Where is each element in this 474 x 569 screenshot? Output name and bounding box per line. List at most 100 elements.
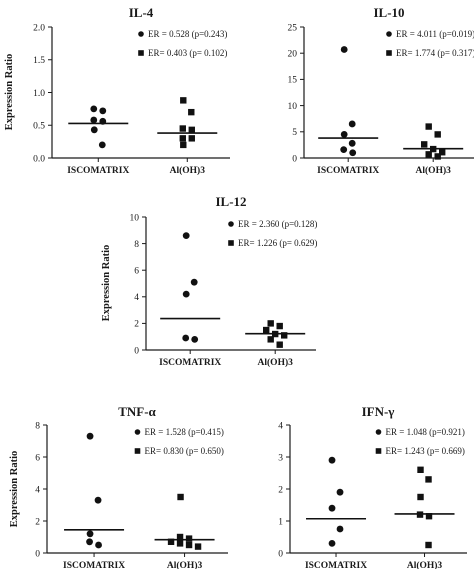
panel-4: IFN-γ 0 1 2 3 4 ISCOMATRIX Al(OH)3 ER = 1.048 (p… — [278, 404, 467, 569]
data-point-circle — [340, 146, 348, 154]
data-point-square — [179, 135, 186, 142]
data-point-square — [180, 97, 187, 104]
data-point-square — [267, 320, 274, 327]
y-tick-label: 25 — [288, 23, 298, 33]
data-point-circle — [328, 456, 336, 464]
data-point-square — [421, 141, 428, 148]
panel-3: TNF-α 0 2 4 6 8 ISCOMATRIX Al(OH)3 Expression Ra… — [9, 404, 228, 569]
x-category-label: ISCOMATRIX — [67, 166, 129, 176]
data-point-square — [439, 149, 446, 156]
data-point-circle — [349, 149, 357, 157]
data-point-circle — [86, 530, 94, 538]
y-axis-label: Expression Ratio — [101, 245, 112, 322]
data-point-circle — [94, 496, 102, 504]
legend-circle-marker — [228, 221, 234, 227]
data-point-square — [417, 493, 424, 501]
y-tick-label: 1.0 — [33, 89, 45, 99]
x-category-label: Al(OH)3 — [170, 165, 206, 176]
data-point-circle — [348, 139, 356, 147]
data-point-square — [276, 322, 283, 330]
y-tick-label: 1.5 — [33, 56, 45, 66]
legend-square-marker — [228, 240, 234, 246]
data-point-circle — [191, 335, 199, 343]
legend-circle-marker — [375, 429, 382, 435]
data-point-square — [425, 476, 432, 483]
data-point-circle — [86, 538, 93, 546]
y-tick-label: 8 — [35, 421, 40, 431]
data-point-circle — [190, 278, 198, 286]
data-point-square — [281, 332, 288, 339]
data-point-circle — [340, 46, 348, 53]
y-tick-label: 8 — [134, 240, 139, 250]
y-tick-label: 2 — [35, 517, 40, 527]
data-point-square — [167, 538, 175, 545]
y-tick-label: 0 — [292, 154, 297, 164]
data-point-circle — [90, 126, 98, 134]
legend-text: ER = 1.048 (p=0.921) — [386, 427, 465, 437]
data-point-square — [188, 135, 195, 142]
legend-square-marker — [375, 448, 382, 454]
y-tick-label: 5 — [292, 128, 297, 138]
y-axis-label: Expression Ratio — [4, 54, 15, 131]
legend-text: ER= 1.226 (p= 0.629) — [238, 238, 317, 248]
x-category-label: ISCOMATRIX — [159, 358, 221, 368]
data-point-square — [434, 131, 441, 138]
y-tick-label: 2.0 — [33, 23, 45, 33]
y-tick-label: 10 — [130, 213, 140, 223]
data-point-square — [180, 141, 187, 149]
data-point-circle — [90, 105, 98, 113]
data-point-square — [177, 493, 184, 501]
panel-0: IL-4 0.0 0.5 1.0 1.5 2.0 ISCOMATRIX Al(OH)3 Expr… — [4, 5, 230, 176]
x-category-label: Al(OH)3 — [167, 560, 203, 569]
data-point-square — [417, 466, 424, 473]
data-point-square — [267, 336, 274, 343]
y-tick-label: 0.5 — [33, 122, 45, 132]
data-point-square — [188, 108, 195, 116]
chart-title: TNF-α — [118, 404, 156, 419]
data-point-circle — [182, 334, 190, 342]
data-point-square — [194, 543, 202, 550]
legend-text: ER = 0.528 (p=0.243) — [148, 29, 227, 39]
legend-text: ER = 1.528 (p=0.415) — [145, 427, 224, 437]
data-point-circle — [182, 290, 190, 298]
y-tick-label: 0 — [278, 549, 283, 559]
data-point-square — [425, 123, 432, 130]
y-tick-label: 10 — [288, 102, 298, 112]
data-point-circle — [86, 432, 94, 440]
data-point-circle — [99, 117, 107, 125]
chart-title: IL-4 — [129, 5, 154, 20]
y-tick-label: 0 — [134, 346, 139, 356]
data-point-square — [179, 125, 186, 132]
data-point-circle — [328, 540, 336, 547]
y-tick-label: 4 — [35, 485, 40, 495]
y-tick-label: 20 — [288, 50, 298, 60]
y-axis-label: Expression Ratio — [9, 451, 20, 528]
panel-1: IL-10 0 5 10 15 20 25 ISCOMATRIX Al(OH)3 ER = 4.0… — [288, 5, 474, 176]
y-tick-label: 6 — [35, 453, 40, 463]
legend-text: ER= 1.774 (p= 0.317) — [396, 48, 474, 58]
data-point-circle — [95, 541, 102, 549]
legend-square-marker — [134, 448, 141, 454]
data-point-square — [425, 151, 432, 158]
legend-square-marker — [386, 50, 392, 56]
data-point-circle — [98, 141, 106, 149]
x-category-label: ISCOMATRIX — [305, 561, 367, 569]
chart-title: IFN-γ — [362, 404, 395, 419]
data-point-circle — [99, 107, 107, 115]
y-tick-label: 2 — [134, 320, 139, 330]
y-tick-label: 3 — [278, 453, 283, 463]
data-point-circle — [182, 232, 190, 240]
chart-title: IL-10 — [373, 5, 404, 20]
x-category-label: Al(OH)3 — [416, 165, 452, 176]
data-point-square — [176, 533, 184, 541]
legend-square-marker — [138, 50, 144, 56]
data-point-square — [188, 126, 195, 134]
y-tick-label: 0.0 — [33, 154, 45, 164]
data-point-square — [276, 341, 283, 348]
y-tick-label: 6 — [134, 267, 139, 277]
data-point-circle — [90, 116, 98, 124]
x-category-label: Al(OH)3 — [407, 560, 443, 569]
y-tick-label: 15 — [288, 76, 298, 86]
y-tick-label: 1 — [278, 517, 283, 527]
